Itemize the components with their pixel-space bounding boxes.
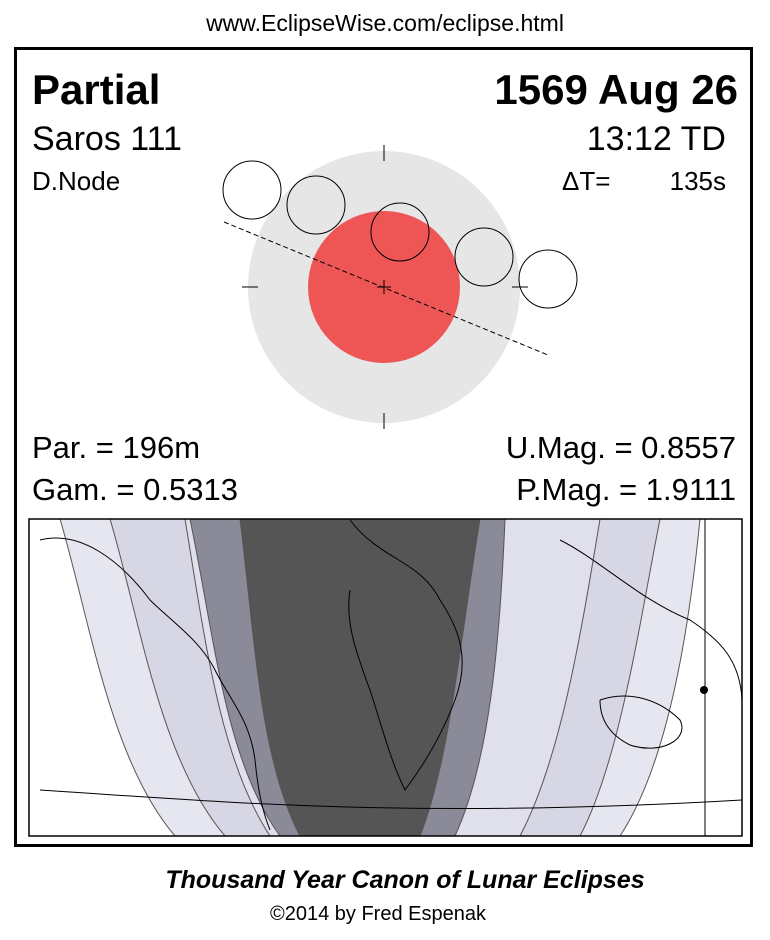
- map-border: [28, 518, 743, 837]
- param-gam: Gam. = 0.5313: [32, 472, 238, 507]
- eclipse-type: Partial: [32, 66, 160, 113]
- eclipse-diagram: [222, 145, 578, 429]
- total-zone: [239, 519, 481, 836]
- param-umag: U.Mag. = 0.8557: [506, 430, 736, 465]
- footer-credit: ©2014 by Fred Espenak: [270, 903, 487, 925]
- saros: Saros 111: [32, 120, 182, 158]
- param-par: Par. = 196m: [32, 430, 200, 465]
- delta-t-value: 135s: [670, 166, 726, 196]
- coastlines: [39, 519, 742, 831]
- map-point: [700, 686, 708, 694]
- eclipse-date: 1569 Aug 26: [494, 66, 738, 113]
- param-pmag: P.Mag. = 1.9111: [516, 472, 736, 507]
- moon-path: [223, 221, 549, 356]
- moon-positions: [222, 160, 578, 309]
- delta-t-label: ΔT=: [562, 166, 610, 196]
- node: D.Node: [32, 166, 120, 196]
- visibility-map: [28, 518, 743, 837]
- time: 13:12 TD: [587, 120, 726, 158]
- footer-title: Thousand Year Canon of Lunar Eclipses: [165, 866, 644, 894]
- url: www.EclipseWise.com/eclipse.html: [205, 10, 564, 36]
